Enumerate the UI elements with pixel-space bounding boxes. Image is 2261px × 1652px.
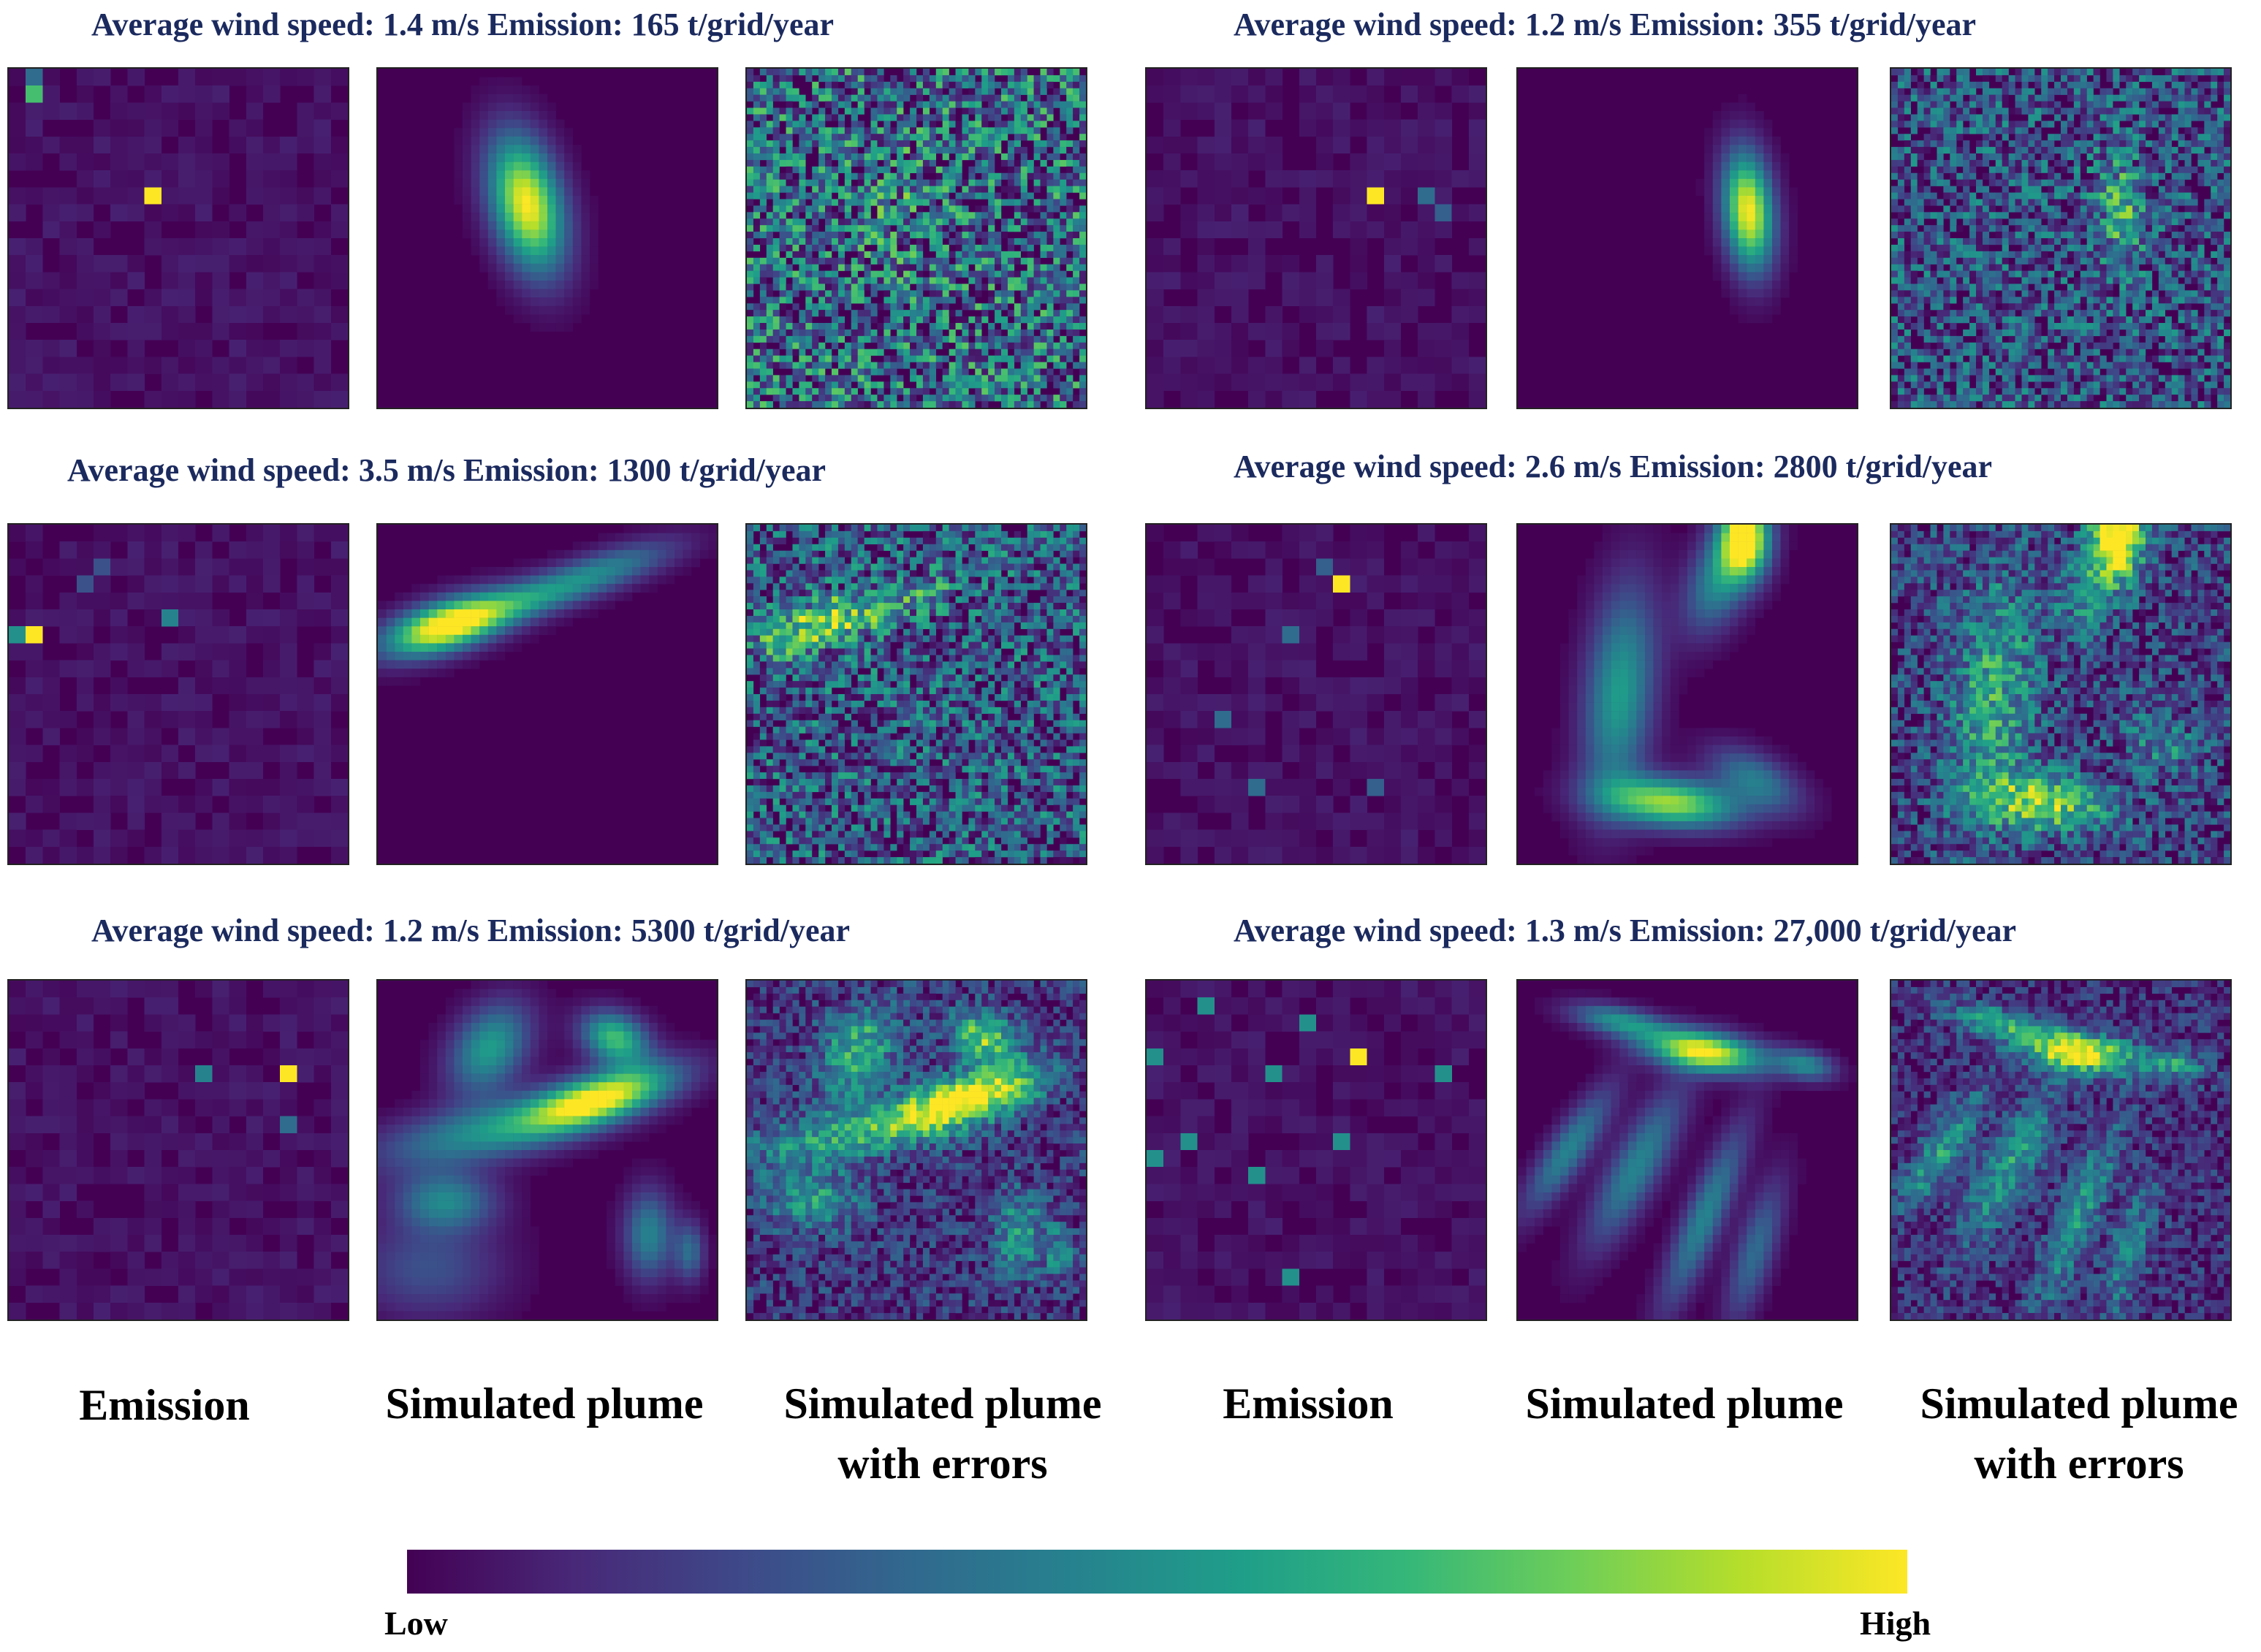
simulated-plume-4 bbox=[1516, 523, 1858, 865]
simulated-plume-2 bbox=[1516, 67, 1858, 409]
emission-map-1 bbox=[7, 67, 349, 409]
column-label-line2: with errors bbox=[1882, 1434, 2261, 1493]
colorbar-high-label: High bbox=[1860, 1604, 1931, 1643]
column-label-line1: Simulated plume bbox=[1882, 1374, 2261, 1434]
column-label-plume-right: Simulated plume bbox=[1487, 1374, 1882, 1434]
emission-map-5 bbox=[7, 979, 349, 1321]
colorbar-low-label: Low bbox=[384, 1604, 448, 1643]
emission-map-6 bbox=[1145, 979, 1487, 1321]
column-label-emission-left: Emission bbox=[0, 1375, 362, 1435]
figure-caption-6: Average wind speed: 1.3 m/s Emission: 27… bbox=[1234, 912, 2016, 949]
column-label-plume-errors-right: Simulated plume with errors bbox=[1882, 1374, 2261, 1493]
simulated-plume-errors-3 bbox=[745, 523, 1087, 865]
simulated-plume-5 bbox=[376, 979, 718, 1321]
column-label-plume-left: Simulated plume bbox=[347, 1374, 742, 1434]
emission-map-4 bbox=[1145, 523, 1487, 865]
column-label-line2: with errors bbox=[745, 1434, 1140, 1493]
emission-map-2 bbox=[1145, 67, 1487, 409]
figure-caption-3: Average wind speed: 3.5 m/s Emission: 13… bbox=[67, 452, 826, 489]
emission-map-3 bbox=[7, 523, 349, 865]
simulated-plume-errors-1 bbox=[745, 67, 1087, 409]
simulated-plume-1 bbox=[376, 67, 718, 409]
simulated-plume-errors-4 bbox=[1890, 523, 2232, 865]
simulated-plume-errors-6 bbox=[1890, 979, 2232, 1321]
colorbar bbox=[407, 1550, 1907, 1594]
simulated-plume-errors-5 bbox=[745, 979, 1087, 1321]
column-label-emission-right: Emission bbox=[1111, 1374, 1505, 1434]
figure-caption-4: Average wind speed: 2.6 m/s Emission: 28… bbox=[1234, 448, 1992, 485]
figure-caption-5: Average wind speed: 1.2 m/s Emission: 53… bbox=[91, 912, 850, 949]
simulated-plume-3 bbox=[376, 523, 718, 865]
figure-caption-2: Average wind speed: 1.2 m/s Emission: 35… bbox=[1234, 6, 1976, 43]
simulated-plume-6 bbox=[1516, 979, 1858, 1321]
simulated-plume-errors-2 bbox=[1890, 67, 2232, 409]
figure-caption-1: Average wind speed: 1.4 m/s Emission: 16… bbox=[91, 6, 834, 43]
column-label-plume-errors-left: Simulated plume with errors bbox=[745, 1374, 1140, 1493]
column-label-line1: Simulated plume bbox=[745, 1374, 1140, 1434]
